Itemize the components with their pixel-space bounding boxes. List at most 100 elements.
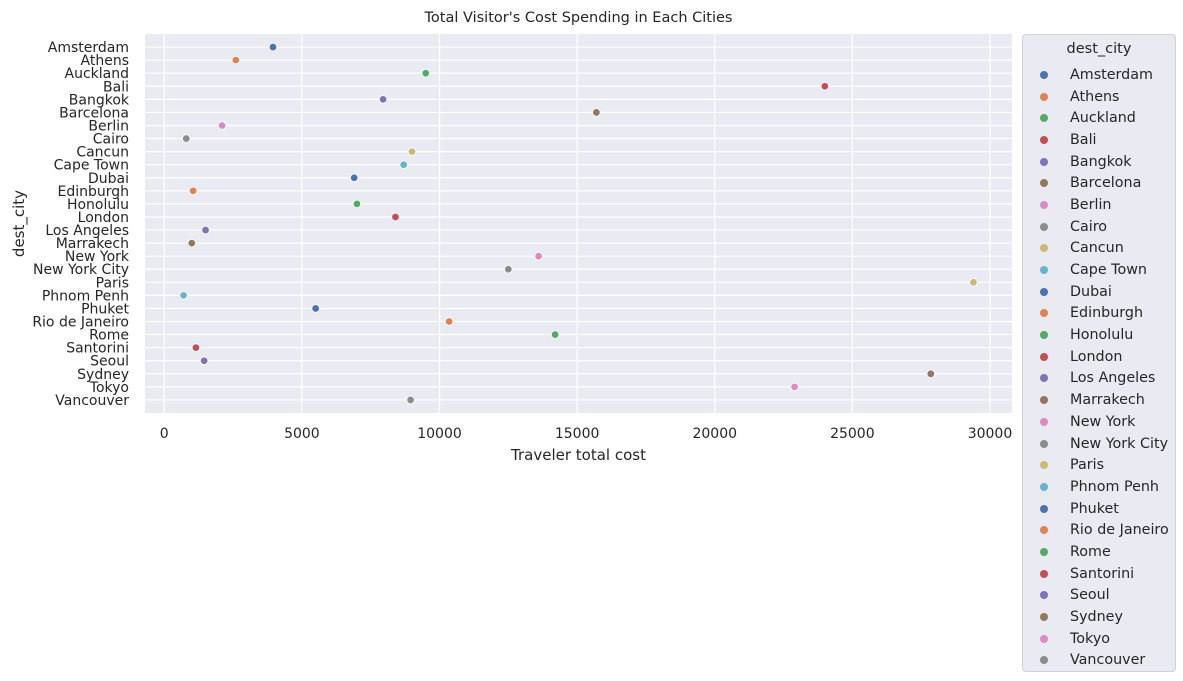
y-tick-label: Vancouver [55,393,129,409]
legend-marker [1040,634,1048,643]
y-tick-label: Los Angeles [45,223,129,239]
data-point [378,95,388,104]
data-point [179,291,188,300]
legend-label: Vancouver [1070,652,1146,669]
y-tick-label: London [78,210,129,226]
legend-label: Barcelona [1070,175,1142,192]
data-point [969,278,978,287]
legend-label: Marrakech [1070,392,1145,409]
y-tick-label: Honolulu [67,197,129,213]
legend-item: Rio de Janeiro [1023,519,1175,541]
legend-item: Los Angeles [1023,368,1175,390]
data-point [926,369,936,378]
legend-label: Cancun [1070,240,1124,257]
data-point [188,186,198,196]
grid-lines [145,34,1012,413]
x-tick-label: 20000 [692,426,737,442]
data-point [231,55,241,65]
data-point [550,330,560,339]
legend-label: Tokyo [1070,630,1111,647]
y-tick-label: Phnom Penh [42,288,129,304]
y-tick-label: Rio de Janeiro [32,315,129,331]
y-tick-label: Bangkok [69,92,130,108]
x-tick-label: 0 [160,426,169,442]
y-tick-label: Auckland [65,66,129,82]
y-tick-label: Santorini [66,341,129,357]
data-point [407,147,417,156]
legend-marker [1040,70,1048,79]
legend-marker [1040,374,1048,383]
data-point [790,382,799,392]
legend-marker [1040,526,1048,535]
y-tick-label: New York [65,249,130,265]
y-tick-label: Berlin [88,118,129,134]
legend-item: Barcelona [1023,172,1175,194]
legend-item: Rome [1023,541,1175,563]
legend-marker [1040,417,1048,426]
legend-marker [1040,114,1048,123]
data-point [182,134,191,143]
y-tick-label: Tokyo [89,380,129,396]
legend-label: Sydney [1070,609,1123,626]
data-point [444,317,454,326]
legend-label: Paris [1070,457,1105,474]
data-point [534,251,543,261]
y-tick-label: Phuket [81,301,129,317]
legend-label: New York City [1070,435,1169,452]
y-tick-label: Seoul [90,354,129,370]
x-tick-label: 5000 [284,426,320,442]
legend-item: Phnom Penh [1023,476,1175,498]
y-tick-label: Marrakech [56,236,129,252]
data-point [311,304,320,313]
data-point [820,82,830,91]
legend-label: Cape Town [1070,262,1147,279]
y-axis-label: dest_city [10,190,29,257]
plot-area [145,34,1012,413]
legend-item: Paris [1023,454,1175,476]
legend-item: Cancun [1023,238,1175,260]
legend-marker [1040,656,1048,665]
legend-label: Rio de Janeiro [1070,522,1169,539]
data-points [179,42,978,405]
legend-label: Honolulu [1070,327,1134,344]
y-tick-label: Cancun [76,145,129,161]
x-tick-label: 10000 [417,426,462,442]
legend-marker [1040,482,1048,491]
x-axis-label: Traveler total cost [510,446,646,464]
legend-marker [1040,244,1048,253]
data-point [191,343,201,352]
data-point [268,42,278,52]
y-tick-label: Cape Town [54,158,129,174]
data-point [592,108,601,117]
legend-label: Auckland [1070,110,1136,127]
legend-label: Athens [1070,88,1120,105]
legend-marker [1040,309,1048,318]
y-tick-label: Dubai [88,171,129,187]
y-tick-label: Cairo [93,132,129,148]
legend-label: Phnom Penh [1070,478,1159,495]
legend-label: Los Angeles [1070,370,1156,387]
legend-marker [1040,135,1048,144]
legend-item: Auckland [1023,107,1175,129]
legend-item: Santorini [1023,563,1175,585]
y-tick-label: New York City [33,262,129,278]
data-point [201,225,210,235]
legend-marker [1040,266,1048,275]
legend-marker [1040,352,1048,361]
legend-marker [1040,222,1048,231]
legend-items: Amsterdam Athens Auckland Bali Bangkok Barcel… [1023,64,1175,671]
legend-marker [1040,547,1048,556]
legend-item: Cairo [1023,216,1175,238]
legend-item: Dubai [1023,281,1175,303]
legend-item: Sydney [1023,606,1175,628]
legend-marker [1040,200,1048,209]
x-tick-label: 15000 [555,426,600,442]
data-point [199,356,209,365]
data-point [504,265,513,274]
legend-label: Amsterdam [1070,66,1153,83]
legend-item: Vancouver [1023,650,1175,672]
y-tick-label: Sydney [77,367,129,383]
legend-item: Edinburgh [1023,303,1175,325]
legend-item: Amsterdam [1023,64,1175,86]
